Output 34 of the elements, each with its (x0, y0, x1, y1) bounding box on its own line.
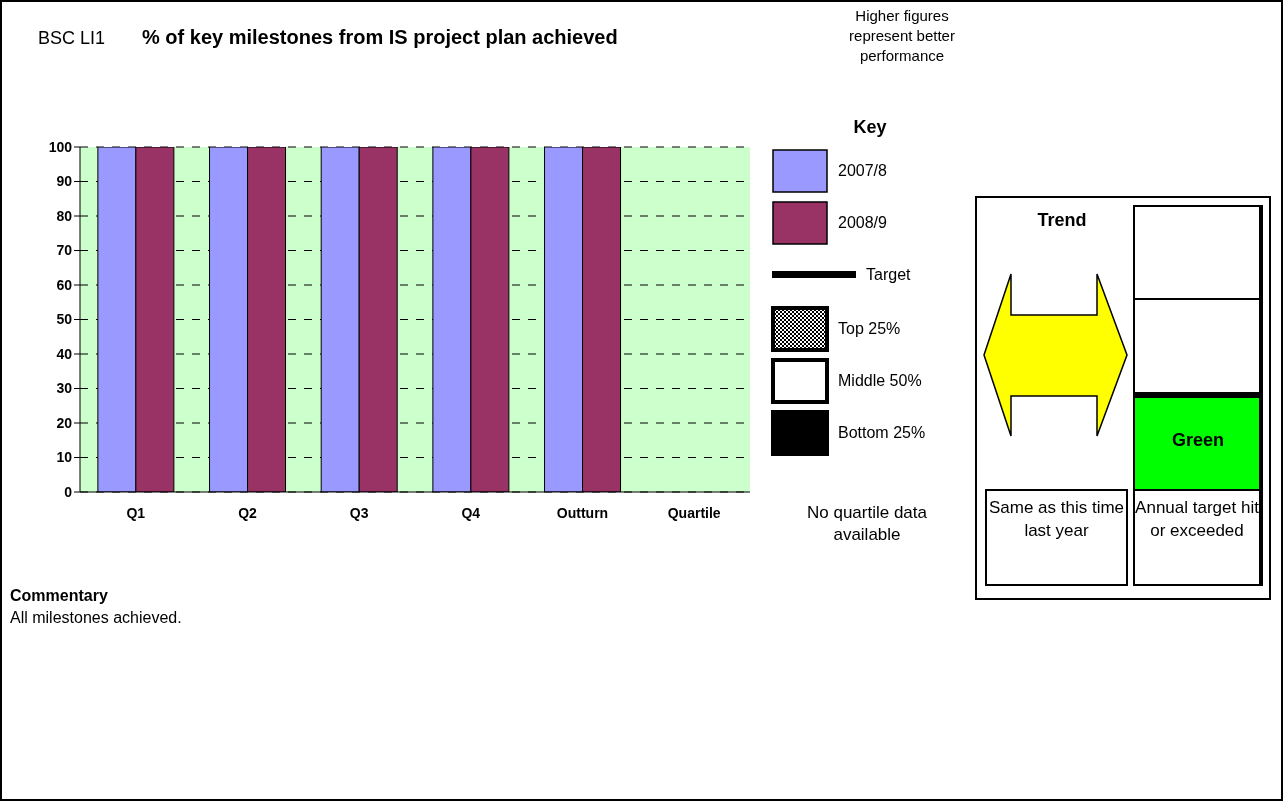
text: Top 25% (838, 320, 901, 337)
chart-title: % of key milestones from IS project plan achieved (142, 26, 618, 49)
text: Commentary (10, 587, 108, 605)
x-tick-label: Q1 (126, 504, 146, 521)
x-tick-label: Outturn (556, 504, 609, 521)
text: 2008/9 (838, 214, 888, 231)
y-tick-label: 10 (56, 449, 73, 466)
y-tick-label: 80 (56, 207, 73, 224)
text: Higher figures represent better performance (848, 6, 956, 66)
y-tick-label: 60 (56, 276, 73, 293)
y-tick-label: 20 (56, 414, 73, 431)
y-tick-label: 0 (64, 483, 73, 500)
text: Bottom 25% (838, 424, 926, 441)
x-tick-label: Q2 (238, 504, 258, 521)
y-tick-label: 40 (56, 345, 73, 362)
text: Trend (1036, 210, 1088, 231)
y-tick-label: 70 (56, 242, 73, 259)
y-tick-label: 90 (56, 173, 73, 190)
text: No quartile data available (806, 502, 928, 546)
legend-title: Key (852, 117, 888, 138)
text: Middle 50% (838, 372, 922, 389)
y-tick-label: 30 (56, 380, 73, 397)
x-tick-label: Q3 (349, 504, 369, 521)
x-tick-label: Q4 (461, 504, 481, 521)
x-tick-label: Quartile (667, 504, 721, 521)
text: 2007/8 (838, 162, 888, 179)
y-tick-label: 100 (48, 138, 73, 155)
y-tick-label: 50 (56, 311, 73, 328)
text: BSC LI1 (38, 28, 106, 49)
text: Green (1171, 430, 1225, 451)
legend-label: Target (866, 266, 912, 283)
text: All milestones achieved. (10, 609, 182, 627)
text: Same as this time last year (985, 489, 1128, 586)
text: Annual target hit or exceeded (1133, 489, 1263, 586)
